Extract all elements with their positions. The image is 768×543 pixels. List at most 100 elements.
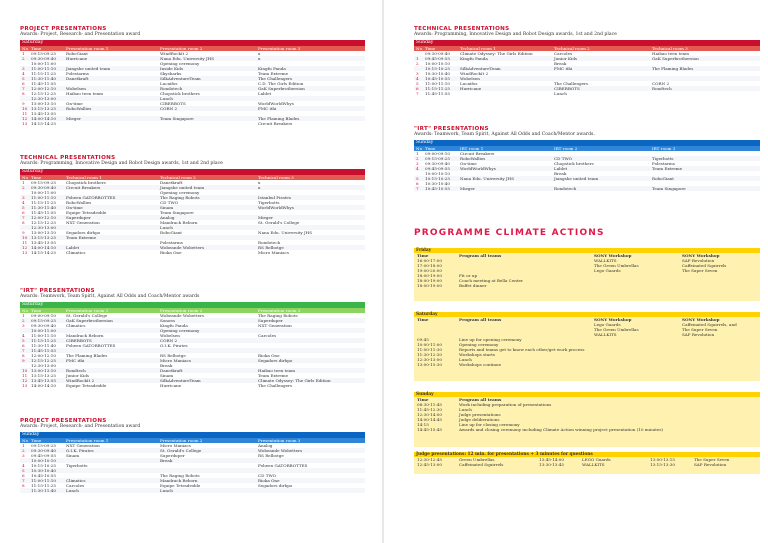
time-cell: 13:00-13:10 [31, 230, 56, 235]
team-cell: Jiangshe united team [554, 176, 599, 181]
team-cell: The Flaming Blades [652, 66, 694, 71]
judge-row: 12:45-13:00 Caffeinated Squirrels 13:30-13… [414, 462, 760, 467]
day-header: Sunday [20, 432, 365, 438]
team-cell: Team Singapore [160, 116, 194, 121]
column-header-row: No Time Technical room 1 Technical room 2 Te… [20, 175, 365, 180]
row-number: 5 [22, 205, 25, 210]
row-number: 7 [22, 348, 25, 353]
team-cell: NXT Generation [66, 443, 100, 448]
row-number: 1 [416, 56, 419, 61]
time-cell: 12:00-12:10 [31, 86, 56, 91]
climate-activity: Lunch [459, 357, 472, 362]
table-row: 7 12:00-12:10 Superduper Analog Mieger [20, 215, 365, 220]
team-cell: WorldWorldWhys [460, 166, 496, 171]
judge-team: Green Umbrellas [459, 457, 495, 462]
table-row: 11 13:45-13:55 [20, 111, 365, 116]
team-cell: Mandrack Reborn [160, 478, 198, 483]
table-row: 12:30-13:00 Lunch [20, 96, 365, 101]
row-number: 10 [22, 368, 28, 373]
team-cell: Sinam [66, 453, 80, 458]
team-cell: The Flaming Blades [258, 116, 300, 121]
team-cell: CD TWO [554, 156, 573, 161]
climate-activity: Work including preparation of presentati… [459, 402, 552, 407]
team-cell: Wobelsen [460, 76, 480, 81]
team-cell: Mandrack Reborn [66, 333, 104, 338]
column-header: Presentation room 2 [160, 438, 203, 443]
climate-row: 18:00-19:00 Coach meeting at Bella Center [414, 278, 760, 283]
team-cell: Haibao teen team [652, 51, 689, 56]
table-row: 2 09:30-09:40 Hurricane Nana Edu. Universit… [20, 56, 365, 61]
climate-time: 18:00-19:00 [417, 278, 442, 283]
team-cell: RoboGiant [652, 176, 674, 181]
table-row: 10 13:00-13:10 Rondtech Danetkraft Haibao te… [20, 368, 365, 373]
climate-row: 17:00-18:00 The Green Umbrellas Caffeinate… [414, 263, 760, 268]
time-cell: 09:00-09:10 [425, 151, 450, 156]
table-row: 09:30-09:40 Climate Odyssey: The Girls Ed… [414, 51, 760, 56]
team-cell: GaK Superbrothersion [258, 86, 305, 91]
judge-time: 12:30-12:45 [417, 457, 442, 462]
row-number: 3 [22, 195, 25, 200]
time-cell: 10:15-10:25 [425, 66, 450, 71]
judge-team: WALLKITS [582, 462, 605, 467]
team-cell: Nana Edu. University JHS [160, 56, 215, 61]
climate-day-header: Friday [414, 248, 760, 253]
team-cell: Polestarms [66, 71, 89, 76]
time-cell: 09:15-09:25 [31, 180, 56, 185]
climate-day-header: Sunday [414, 392, 760, 397]
climate-activity: Lego Guards [594, 322, 621, 327]
team-cell: Segadors dirhpo [66, 230, 101, 235]
team-cell: Chopstick brothers [66, 180, 106, 185]
climate-activity: Opening ceremony [459, 342, 499, 347]
row-number: 4 [416, 166, 419, 171]
time-cell: 11:00-11:10 [31, 333, 56, 338]
team-cell: Chopstick brothers [554, 161, 594, 166]
climate-activity: Judge deliberations [459, 417, 500, 422]
climate-row: 11:45-12:30 Lunch [414, 407, 760, 412]
climate-time: 14:15 [417, 422, 429, 427]
table-row: 10 13:15-13:25 RoboWallies CORN 2 FMC ithi [20, 106, 365, 111]
team-cell: Foheen GATORBOTTES [66, 195, 116, 200]
climate-row: 10:00-11:00 Opening ceremony [414, 342, 760, 347]
climate-column-header: Time Program all teams SONY Workshop SONY W… [414, 253, 760, 258]
time-cell: 12:30-13:00 [31, 363, 56, 368]
climate-activity: The Green Umbrellas [594, 263, 639, 268]
row-number: 9 [22, 101, 25, 106]
team-cell: x [258, 56, 261, 61]
climate-time: 12:30-13:00 [417, 357, 442, 362]
team-cell: Team Singapore [160, 210, 194, 215]
time-cell: 11:30-11:40 [31, 205, 56, 210]
team-cell: CORN 2 [652, 81, 670, 86]
climate-title: PROGRAMME CLIMATE ACTIONS [414, 228, 605, 238]
climate-activity: SAP Revolution [682, 258, 715, 263]
row-number: 5 [22, 468, 25, 473]
time-cell: 13:15-13:25 [31, 106, 56, 111]
table-row: 9 13:00-13:10 On-time CIBERBOTS WorldWorldWh… [20, 101, 365, 106]
team-cell: Tigerbotts [652, 156, 674, 161]
team-cell: Danetkraft [66, 76, 89, 81]
row-number: 13 [22, 250, 28, 255]
table-row: 7 11:45-11:55 [20, 348, 365, 353]
team-cell: GaK Superbrothersion [66, 318, 113, 323]
climate-time: 11:45-12:30 [417, 407, 442, 412]
row-number: 6 [22, 81, 25, 86]
team-cell: Tigerbotts [66, 463, 88, 468]
team-cell: Rioka One [258, 353, 280, 358]
climate-activity: WALLKITS [594, 332, 617, 337]
time-cell: 09:30-09:40 [31, 448, 56, 453]
team-cell: CIBERBOTS [66, 338, 92, 343]
team-cell: Hurricane [160, 383, 182, 388]
table-row: 3 09:30-09:40 Climatics Kingfu Panda NXT Gen… [20, 323, 365, 328]
time-cell: 14:15-14:25 [31, 250, 56, 255]
irt-presentations-saturday: "IRT" PRESENTATIONS Awards: Teamwork, Tea… [20, 288, 365, 388]
team-cell: RS Relbotge [160, 353, 186, 358]
schedule-grid: Saturday No Time Presentation room 1 Present… [20, 40, 365, 126]
schedule-grid: Sunday No Time Presentation room 1 Presentat… [20, 432, 365, 493]
row-number: 2 [416, 61, 419, 66]
column-header-row: No Time Presentation room 1 Presentation ro… [20, 308, 365, 313]
time-cell: 09:30-09:40 [425, 161, 450, 166]
climate-time: 08:30-11:45 [417, 402, 442, 407]
team-cell: Circuit Breakers [258, 121, 293, 126]
time-cell: 11:15-11:25 [31, 338, 56, 343]
table-row: 10:15-10:25 SilkAdventureTeam FMC ithi The … [414, 66, 760, 71]
table-row: 7 11:45-11:55 Lunch [414, 91, 760, 96]
